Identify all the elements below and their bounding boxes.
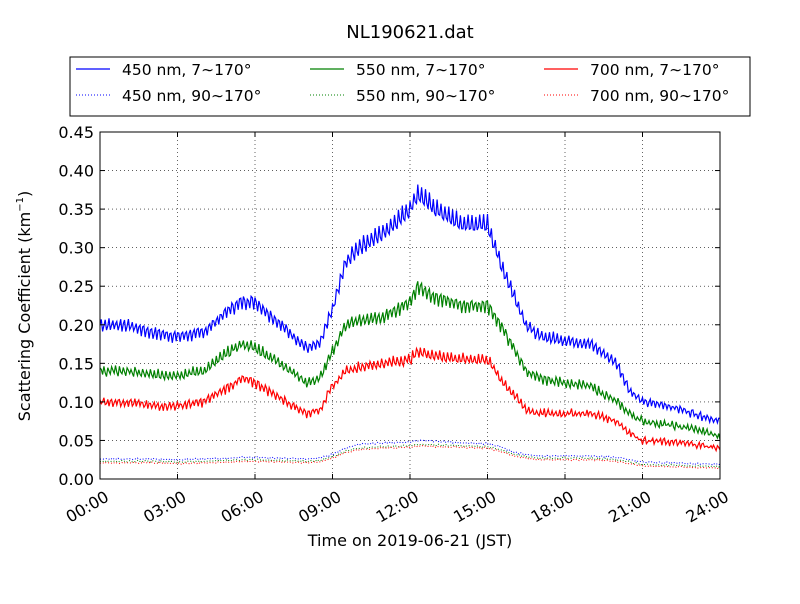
- legend-label: 700 nm, 7∼170°: [590, 61, 719, 79]
- x-tick-label: 24:00: [683, 487, 732, 527]
- legend-box: [69, 56, 751, 117]
- y-axis-label-exponent: −1: [15, 197, 26, 212]
- legend-label: 550 nm, 90∼170°: [356, 87, 495, 105]
- ticks: 00:00 03:00 06:00 09:00 12:00 15:00 18:00 21:00…: [58, 123, 732, 527]
- series-line-5: [99, 443, 721, 468]
- y-tick-label: 0.05: [58, 431, 94, 450]
- y-tick-label: 0.35: [58, 200, 94, 219]
- y-tick-label: 0.45: [58, 123, 94, 142]
- y-tick-label: 0.20: [58, 316, 94, 335]
- x-tick-label: 03:00: [140, 487, 189, 527]
- grid: [100, 132, 720, 479]
- y-tick-label: 0.10: [58, 393, 94, 412]
- series-layer: [99, 184, 721, 470]
- legend-label: 700 nm, 90∼170°: [590, 87, 729, 105]
- x-tick-label: 15:00: [450, 487, 499, 527]
- x-axis-label: Time on 2019-06-21 (JST): [307, 531, 512, 550]
- series-line-3: [99, 346, 721, 453]
- x-tick-label: 09:00: [295, 487, 344, 527]
- x-tick-label: 21:00: [605, 487, 654, 527]
- y-axis-label-close: ): [15, 191, 34, 197]
- y-axis-label-main: Scattering Coefficient (km: [15, 212, 34, 422]
- y-tick-label: 0.15: [58, 354, 94, 373]
- legend-label: 550 nm, 7∼170°: [356, 61, 485, 79]
- series-line-1: [99, 184, 721, 425]
- y-axis-label: Scattering Coefficient (km−1): [15, 191, 34, 422]
- x-tick-label: 00:00: [63, 487, 112, 527]
- legend-label: 450 nm, 90∼170°: [122, 87, 261, 105]
- x-tick-label: 18:00: [528, 487, 577, 527]
- chart-title: NL190621.dat: [346, 22, 473, 43]
- legend: 450 nm, 7∼170° 550 nm, 7∼170° 700 nm, 7∼17…: [69, 56, 751, 117]
- y-tick-label: 0.25: [58, 277, 94, 296]
- x-tick-label: 12:00: [373, 487, 422, 527]
- legend-label: 450 nm, 7∼170°: [122, 61, 251, 79]
- x-tick-label: 06:00: [218, 487, 267, 527]
- y-tick-label: 0.40: [58, 162, 94, 181]
- y-tick-label: 0.00: [58, 470, 94, 489]
- y-tick-label: 0.30: [58, 239, 94, 258]
- series-line-2: [99, 281, 721, 440]
